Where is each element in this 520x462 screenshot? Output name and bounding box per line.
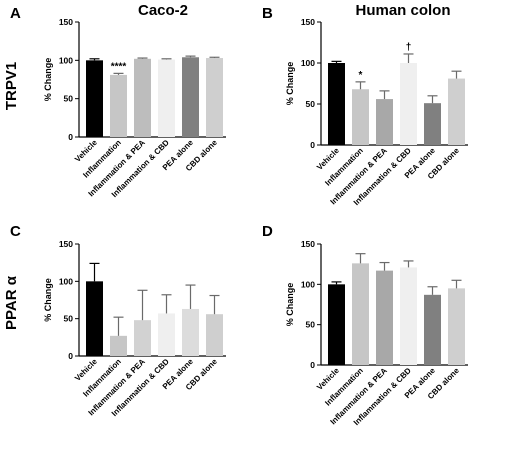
- bar: [206, 314, 223, 356]
- bar: [352, 89, 369, 145]
- bar: [448, 288, 465, 365]
- y-tick-label: 0: [68, 132, 73, 142]
- y-axis-label: % Change: [43, 278, 53, 322]
- bar: [158, 313, 175, 356]
- y-tick-label: 100: [59, 55, 73, 65]
- bar: [352, 263, 369, 365]
- bar: [328, 284, 345, 365]
- panel-letter-a: A: [10, 5, 21, 22]
- panel-letter-b: B: [262, 5, 273, 22]
- bar: [206, 58, 223, 137]
- y-tick-label: 100: [59, 276, 73, 286]
- y-tick-label: 50: [306, 320, 316, 330]
- panel-letter-d: D: [262, 223, 273, 240]
- bar: [182, 57, 199, 138]
- y-axis-label: % Change: [43, 58, 53, 102]
- bar: [376, 270, 393, 365]
- bar: [328, 63, 345, 145]
- bar: [400, 267, 417, 365]
- significance-marker: †: [406, 42, 412, 53]
- y-axis-label: % Change: [285, 283, 295, 327]
- bar: [424, 103, 441, 145]
- y-tick-label: 50: [64, 314, 74, 324]
- y-tick-label: 0: [310, 360, 315, 370]
- panel-letter-c: C: [10, 223, 21, 240]
- y-tick-label: 50: [306, 99, 316, 109]
- y-tick-label: 150: [301, 239, 315, 249]
- significance-marker: *: [359, 70, 363, 81]
- row-label-ppar-alpha: PPAR α: [3, 275, 20, 330]
- bar: [134, 58, 151, 137]
- bar: [448, 78, 465, 145]
- bar: [400, 63, 417, 145]
- y-tick-label: 150: [59, 17, 73, 27]
- bar: [376, 99, 393, 145]
- bar: [110, 74, 127, 137]
- bar: [134, 320, 151, 356]
- y-tick-label: 0: [310, 140, 315, 150]
- column-title-caco2: Caco-2: [138, 2, 188, 19]
- y-tick-label: 100: [301, 279, 315, 289]
- y-axis-label: % Change: [285, 62, 295, 106]
- bar: [110, 335, 127, 356]
- bar: [182, 308, 199, 356]
- y-tick-label: 100: [301, 58, 315, 68]
- y-tick-label: 50: [64, 94, 74, 104]
- bar: [158, 59, 175, 137]
- y-tick-label: 150: [59, 239, 73, 249]
- row-label-trpv1: TRPV1: [3, 62, 20, 110]
- bar: [86, 281, 103, 356]
- column-title-human-colon: Human colon: [355, 2, 450, 19]
- y-tick-label: 0: [68, 351, 73, 361]
- bar: [424, 294, 441, 365]
- bar: [86, 60, 103, 138]
- significance-marker: ****: [111, 61, 127, 72]
- y-tick-label: 150: [301, 17, 315, 27]
